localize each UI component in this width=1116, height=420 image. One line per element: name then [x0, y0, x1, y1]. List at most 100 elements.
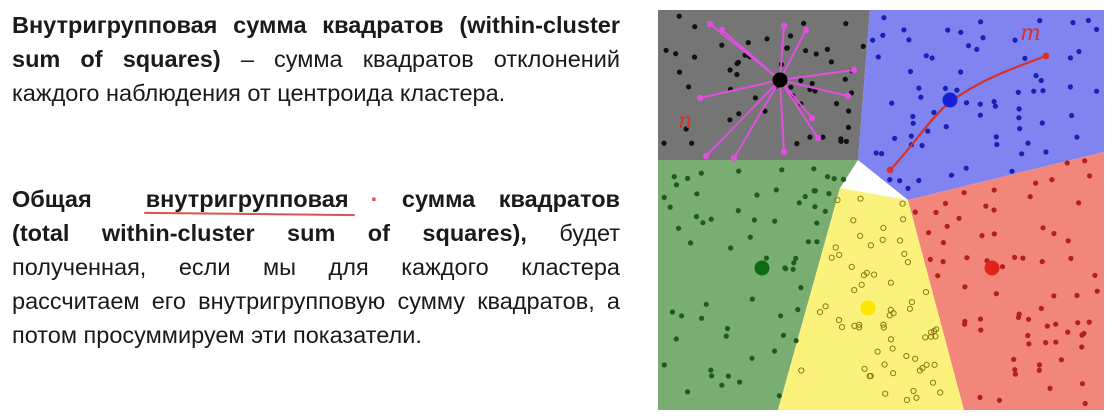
data-point	[838, 138, 844, 144]
data-point	[834, 196, 841, 204]
data-point	[910, 113, 916, 120]
distance-line-end	[780, 22, 788, 30]
cluster-region-green	[658, 160, 858, 410]
data-point	[1025, 332, 1031, 339]
data-point	[942, 85, 948, 91]
data-point	[851, 322, 858, 329]
data-point	[673, 336, 679, 342]
data-point	[890, 370, 897, 377]
data-point	[880, 324, 887, 331]
data-point	[832, 244, 839, 251]
data-point	[1011, 356, 1017, 362]
data-point	[875, 54, 881, 60]
data-point	[754, 192, 760, 198]
distance-line-end	[780, 148, 788, 156]
definition-total-text: будет полученная, если мы для каждого кл…	[12, 220, 620, 348]
data-point	[835, 317, 843, 324]
data-point	[887, 336, 894, 343]
data-point	[867, 242, 874, 249]
distance-line	[733, 79, 781, 159]
data-point	[1009, 168, 1015, 174]
data-point	[925, 128, 931, 134]
cluster-region-gray	[658, 10, 870, 160]
data-point	[814, 220, 820, 226]
data-point	[817, 309, 824, 316]
data-point	[961, 190, 967, 196]
data-point	[828, 254, 835, 261]
data-point	[928, 329, 935, 336]
data-point	[942, 200, 949, 206]
data-point	[787, 33, 794, 39]
distance-lines	[696, 20, 1050, 174]
data-point	[661, 140, 667, 146]
data-point	[964, 255, 970, 261]
annotation-m: m	[1020, 21, 1041, 46]
data-point	[873, 150, 879, 156]
data-point	[1016, 115, 1022, 121]
data-point	[845, 124, 852, 130]
data-point	[963, 100, 970, 106]
data-point	[709, 373, 715, 379]
data-point	[1065, 238, 1071, 244]
centroid-marker	[860, 300, 876, 316]
data-point	[734, 60, 740, 67]
data-point	[983, 203, 989, 209]
data-point	[1040, 88, 1046, 94]
data-point	[992, 103, 998, 109]
distance-line-end	[850, 66, 858, 74]
data-point	[903, 352, 910, 360]
data-point	[673, 182, 680, 188]
data-point	[908, 299, 915, 306]
data-point	[912, 209, 918, 215]
data-point	[752, 95, 758, 101]
distance-line	[779, 79, 849, 97]
data-point	[708, 367, 714, 373]
data-point	[751, 217, 757, 223]
data-point	[724, 325, 731, 332]
data-point	[916, 85, 922, 91]
centroid-marker	[984, 260, 1000, 276]
data-point	[922, 289, 930, 296]
data-point	[994, 141, 1000, 148]
data-point	[843, 21, 849, 27]
data-point	[843, 138, 849, 144]
data-point	[812, 188, 818, 194]
data-point	[694, 191, 700, 197]
data-point	[912, 355, 919, 362]
data-point	[887, 279, 894, 286]
data-point	[784, 45, 790, 51]
data-point	[813, 51, 819, 57]
data-point	[897, 178, 903, 184]
distance-line	[779, 79, 785, 153]
data-point	[798, 367, 805, 374]
data-point	[993, 291, 999, 297]
distance-line-end	[814, 134, 822, 142]
data-point	[962, 284, 968, 290]
data-point	[683, 126, 689, 132]
data-point	[675, 225, 682, 231]
data-point	[684, 389, 691, 395]
data-point	[880, 321, 887, 328]
data-point	[791, 260, 797, 266]
data-point	[1012, 371, 1018, 377]
data-point	[977, 101, 983, 107]
data-point	[965, 43, 972, 49]
data-point	[1049, 177, 1055, 183]
data-point	[900, 216, 907, 223]
data-point	[979, 233, 985, 239]
data-point	[918, 94, 924, 100]
data-point	[1067, 84, 1073, 90]
distance-line	[705, 79, 781, 157]
data-point	[974, 46, 980, 52]
data-point	[764, 36, 770, 42]
cluster-region-red	[908, 152, 1104, 410]
data-point	[958, 69, 964, 75]
data-point	[788, 84, 794, 90]
cluster-diagram: n m	[658, 10, 1104, 410]
data-point	[794, 141, 800, 147]
data-point	[929, 379, 937, 386]
data-point	[848, 263, 855, 270]
kmeans-cluster-figure: n m	[658, 10, 1104, 410]
data-point	[691, 54, 698, 60]
data-point	[1051, 230, 1057, 237]
